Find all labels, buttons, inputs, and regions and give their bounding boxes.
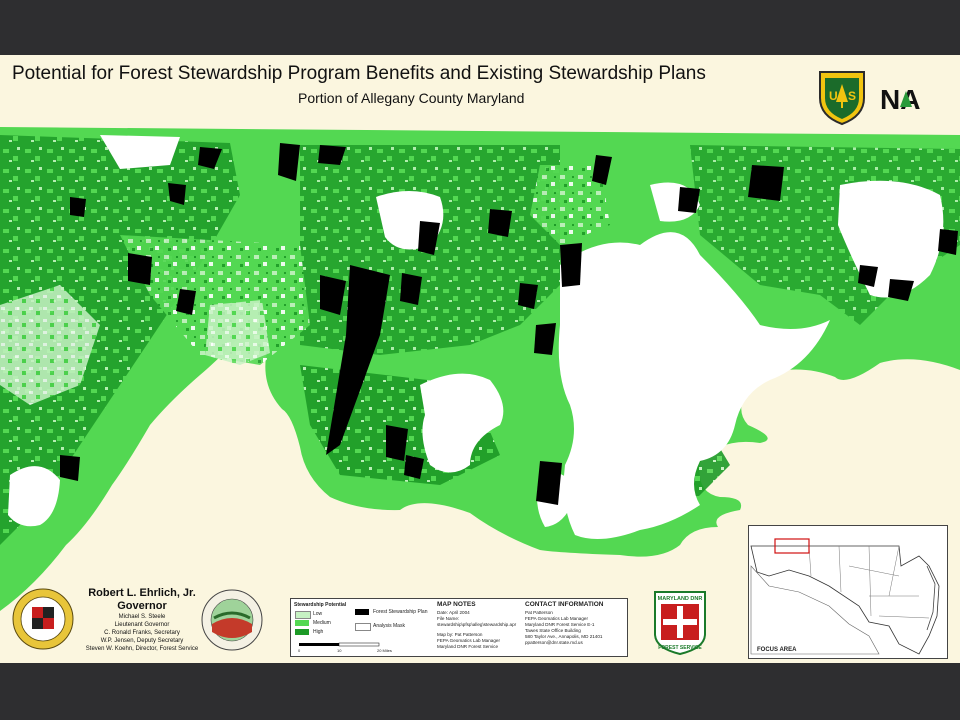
- stewardship-plan-parcel: [326, 265, 390, 455]
- scale-bar: [299, 642, 380, 647]
- stewardship-plan-parcel: [318, 145, 346, 165]
- map-note-line: File Name:: [437, 616, 460, 621]
- focus-area-inset-map: FOCUS AREA: [748, 525, 948, 659]
- stewardship-plan-parcel: [938, 229, 958, 255]
- stewardship-plan-parcel: [858, 265, 878, 287]
- maryland-outline-map: [750, 538, 940, 655]
- dnr-badge-bottom-text: FOREST SERVICE: [658, 645, 702, 651]
- medium-potential-zone: [530, 165, 610, 245]
- credit-line: Lieutenant Governor: [114, 622, 170, 628]
- stewardship-plan-parcel: [534, 323, 556, 355]
- stewardship-plan-parcel: [168, 183, 186, 205]
- legend-swatch-high: [295, 629, 309, 635]
- stewardship-plan-parcel: [176, 289, 196, 315]
- stewardship-plan-parcel: [60, 455, 80, 481]
- contact-line: 580 Taylor Ave., Annapolis, MD 21401: [525, 634, 603, 639]
- legend-heading: Stewardship Potential: [294, 602, 347, 608]
- scale-tick: 10: [337, 648, 342, 653]
- page-subtitle: Portion of Allegany County Maryland: [298, 90, 525, 106]
- page-title: Potential for Forest Stewardship Program…: [12, 63, 706, 84]
- svg-text:S: S: [848, 89, 856, 103]
- legend-label-medium: Medium: [313, 620, 331, 626]
- stewardship-plan-parcel: [198, 147, 222, 169]
- low-potential-zone: [0, 285, 100, 405]
- analysis-mask-area: [420, 373, 504, 473]
- credit-line: W.P. Jensen, Deputy Secretary: [100, 638, 184, 644]
- dnr-seal-icon: [201, 589, 263, 651]
- focus-area-label: FOCUS AREA: [757, 647, 797, 653]
- legend-label-low: Low: [313, 611, 323, 617]
- legend-label-plan: Forest Stewardship Plan: [373, 609, 428, 615]
- contact-line: Tawes State Office Building: [525, 628, 581, 633]
- stewardship-plan-parcel: [404, 455, 424, 479]
- stewardship-plan-parcel: [888, 279, 914, 301]
- governor-title: Governor: [117, 600, 167, 612]
- stewardship-plan-parcel: [386, 425, 408, 461]
- analysis-mask-area: [8, 466, 60, 527]
- contact-line: Maryland DNR Forest Service E-1: [525, 622, 595, 627]
- stewardship-plan-parcel: [592, 155, 612, 185]
- dnr-badge-top-text: MARYLAND DNR: [658, 596, 703, 602]
- legend-label-mask: Analysis Mask: [373, 623, 405, 629]
- map-note-line: Maryland DNR Forest Service: [437, 644, 499, 649]
- stewardship-plan-parcel: [70, 197, 86, 217]
- stewardship-plan-parcel: [748, 165, 784, 201]
- analysis-mask-area: [100, 135, 180, 169]
- svg-text:U: U: [829, 89, 838, 103]
- map-legend: Stewardship Potential Low Medium High Fo…: [290, 598, 628, 657]
- low-potential-zone: [205, 300, 270, 365]
- stewardship-plan-parcel: [488, 209, 512, 237]
- maryland-dnr-forest-service-badge-icon: MARYLAND DNR FOREST SERVICE: [654, 591, 706, 656]
- legend-swatch-low: [295, 611, 311, 619]
- stewardship-plan-parcels: [60, 143, 958, 505]
- map-note-line: FEPA Geomatics Lab Manager: [437, 638, 500, 643]
- map-note-line: Map by: Pat Patterson: [437, 632, 483, 637]
- stewardship-plan-parcel: [518, 283, 538, 309]
- credit-line: C. Ronald Franks, Secretary: [104, 630, 180, 636]
- forest-service-shield-icon: U S: [819, 71, 865, 126]
- map-note-line: Date: April 2004: [437, 610, 470, 615]
- stewardship-plan-parcel: [678, 187, 700, 213]
- scale-tick: 20 Miles: [377, 648, 392, 653]
- map-slide: Potential for Forest Stewardship Program…: [0, 55, 960, 663]
- high-potential-zone: [0, 135, 240, 545]
- stewardship-plan-parcel: [128, 253, 152, 285]
- analysis-mask-area: [558, 232, 830, 539]
- legend-swatch-plan: [355, 609, 369, 615]
- credit-line: Michael S. Steele: [118, 614, 166, 620]
- forest-stewardship-map: [0, 127, 960, 611]
- stewardship-plan-parcel: [400, 273, 422, 305]
- contact-heading: CONTACT INFORMATION: [525, 601, 604, 608]
- governor-name: Robert L. Ehrlich, Jr.: [88, 587, 196, 599]
- legend-swatch-mask: [355, 623, 371, 631]
- credit-line: Steven W. Koehn, Director, Forest Servic…: [85, 646, 199, 652]
- na-logo-icon: NA: [880, 84, 920, 113]
- scale-tick: 0: [298, 648, 301, 653]
- map-note-line: stewardship\pfsp\alleg\stewardship.apr: [437, 622, 517, 627]
- map-notes-heading: MAP NOTES: [437, 601, 476, 608]
- svg-text:NA: NA: [880, 84, 920, 113]
- legend-swatch-medium: [295, 620, 309, 626]
- stewardship-plan-parcel: [418, 221, 440, 255]
- stewardship-plan-parcel: [320, 275, 346, 315]
- stewardship-plan-parcel: [560, 243, 582, 287]
- contact-line: Pat Patterson: [525, 610, 553, 615]
- stewardship-plan-parcel: [278, 143, 300, 181]
- contact-line: FEPA Geomatics Lab Manager: [525, 616, 588, 621]
- stewardship-plan-parcel: [536, 461, 562, 505]
- contact-line: ppatterson@dnr.state.md.us: [525, 640, 583, 645]
- focus-area-marker: [774, 538, 810, 554]
- governor-credits: Robert L. Ehrlich, Jr. Governor Michael …: [62, 587, 222, 653]
- legend-label-high: High: [313, 629, 324, 635]
- maryland-state-seal-icon: [12, 588, 74, 650]
